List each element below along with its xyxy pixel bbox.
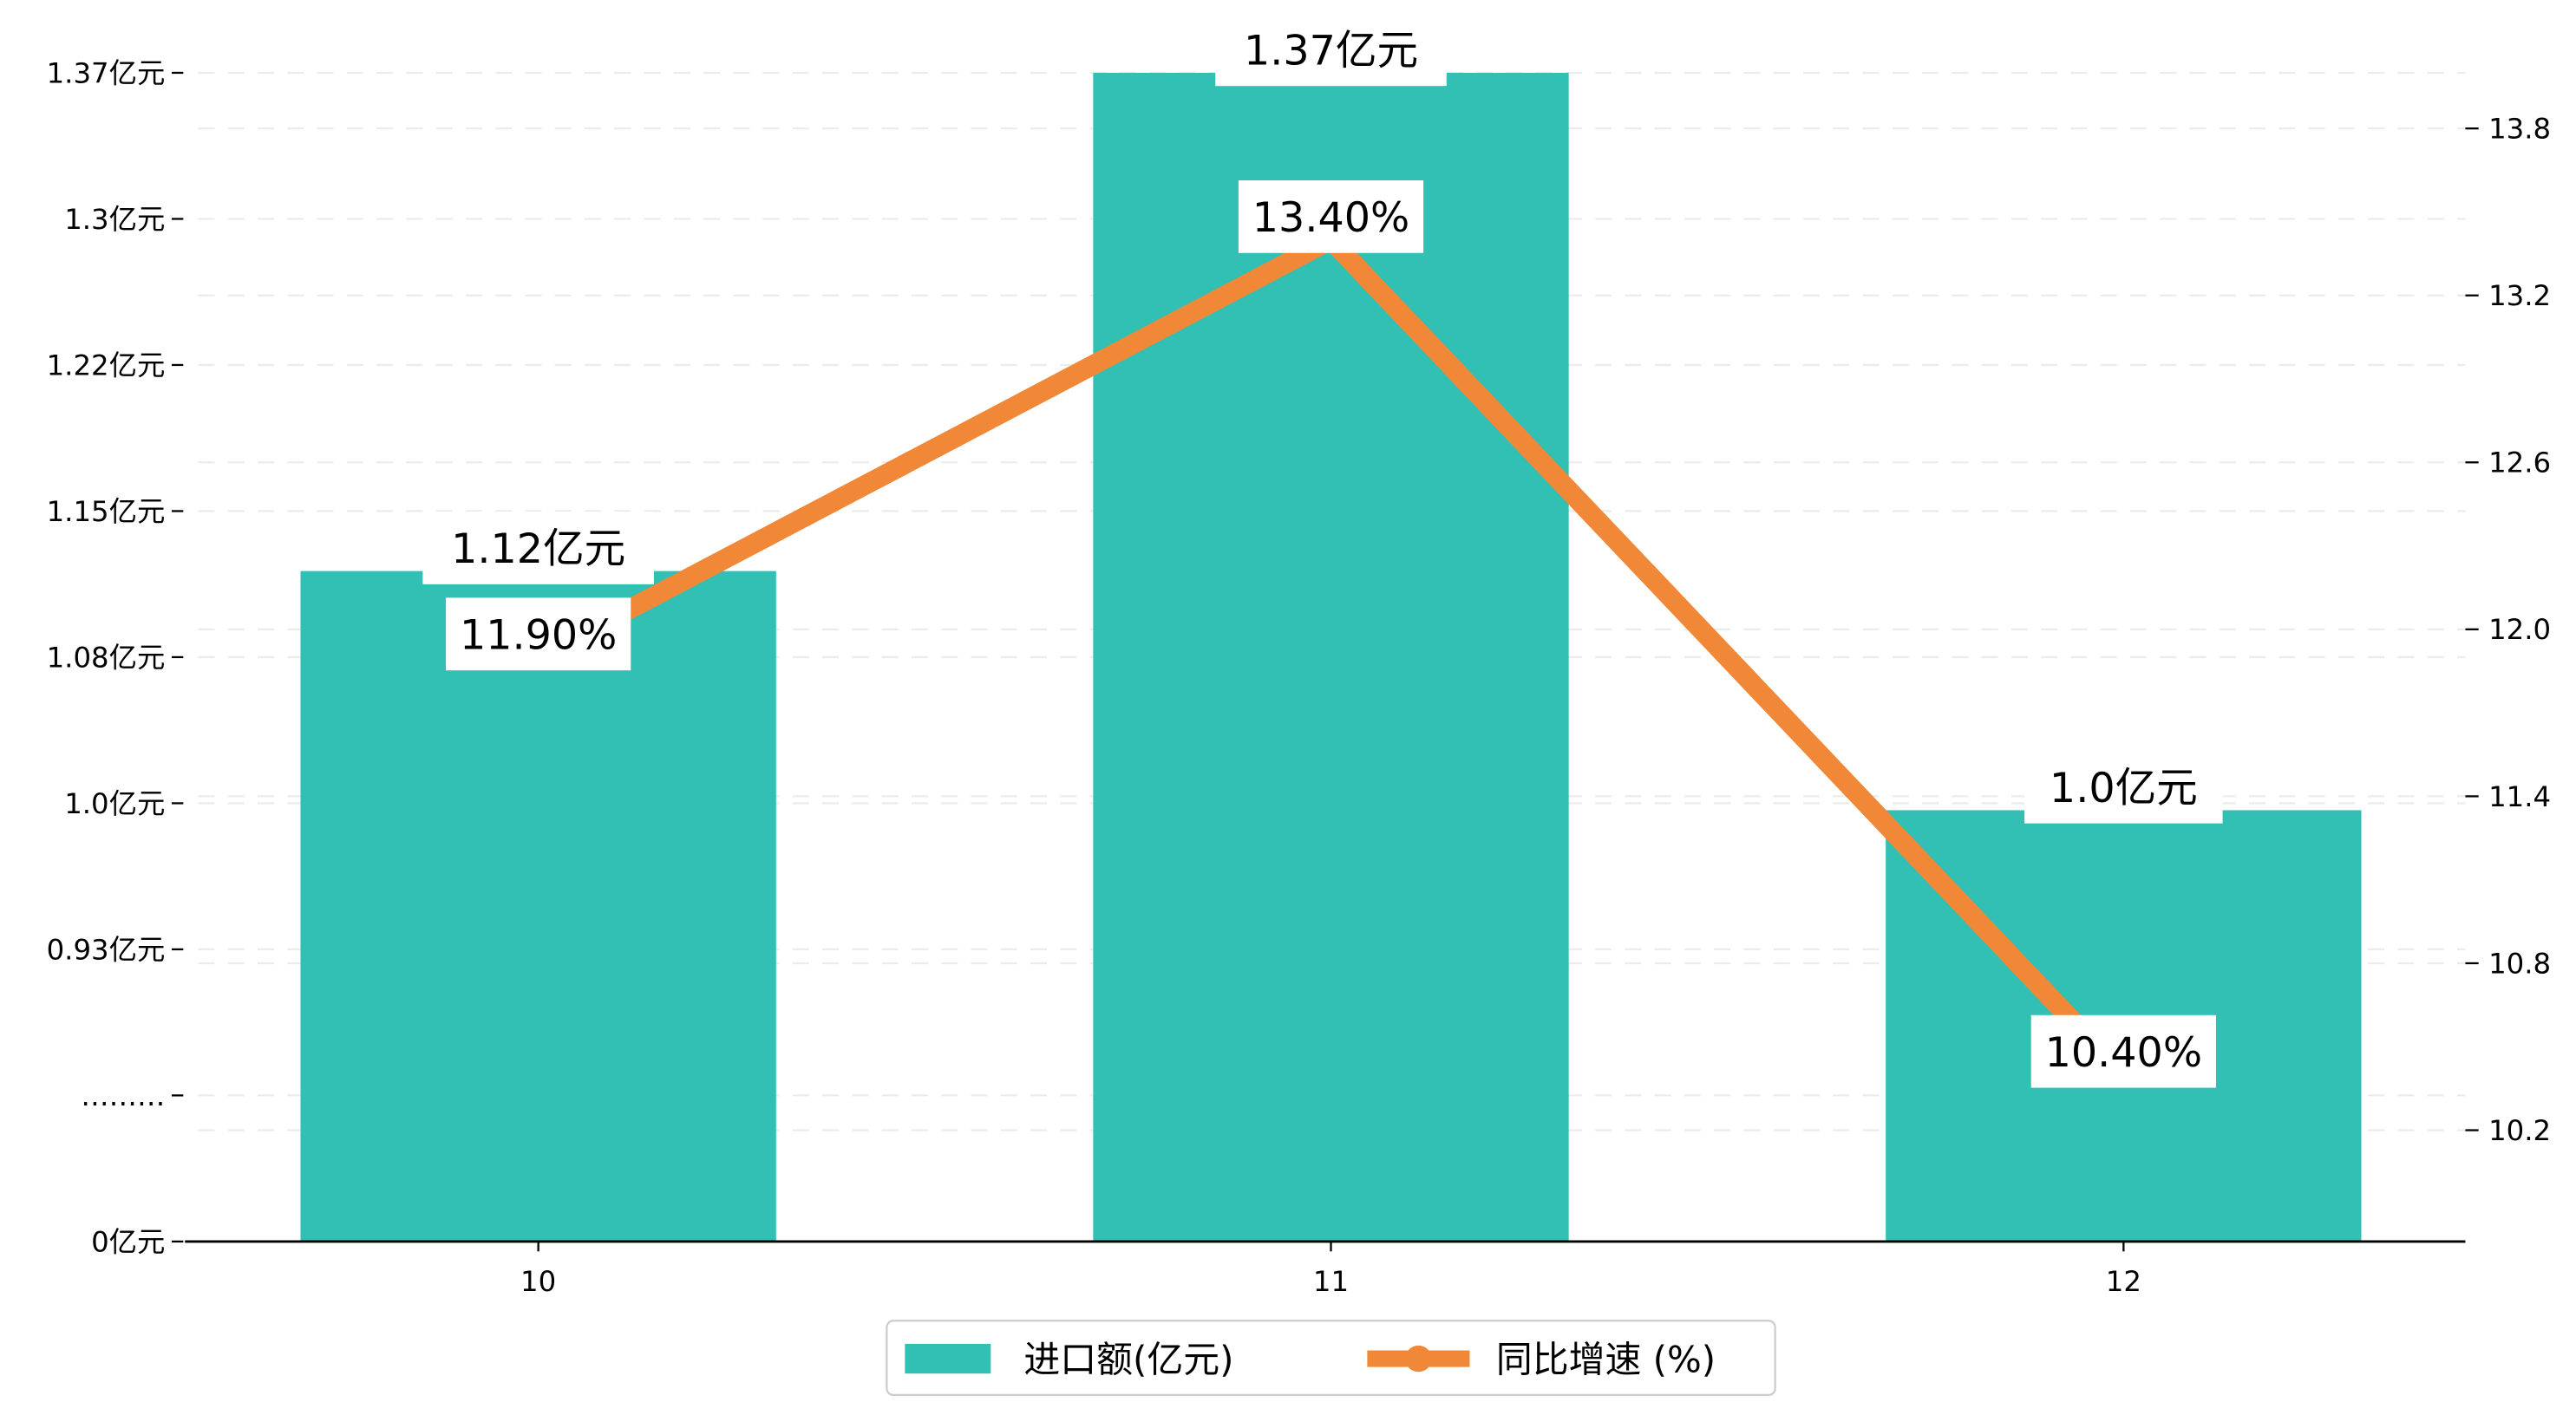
bar-value-label: 1.0亿元	[2050, 765, 2198, 812]
left-tick-label: 1.0亿元	[64, 787, 165, 820]
bar-value-label: 1.12亿元	[451, 525, 625, 573]
right-tick-label: 12.0	[2488, 613, 2551, 646]
left-tick-label: 1.37亿元	[47, 56, 166, 89]
left-tick-label: 0.93亿元	[47, 933, 166, 966]
legend-line-marker	[1405, 1345, 1432, 1373]
right-tick-label: 10.2	[2488, 1114, 2551, 1147]
bar-value-label-box	[1215, 13, 1447, 87]
line-value-label-box	[1238, 179, 1424, 253]
left-tick-label: ………	[81, 1079, 165, 1112]
right-tick-label: 10.8	[2488, 947, 2551, 980]
bar	[300, 571, 776, 1242]
legend-label-bar: 进口额(亿元)	[1023, 1338, 1233, 1380]
bar-value-label-box	[2024, 750, 2223, 824]
line-value-label: 13.40%	[1252, 194, 1409, 242]
left-tick-label: 1.3亿元	[64, 203, 165, 236]
data-labels: 1.12亿元 1.37亿元 1.0亿元 11.90% 13.40% 10.40%	[422, 13, 2223, 1088]
line-value-label: 10.40%	[2045, 1029, 2202, 1077]
right-tick-label: 12.6	[2488, 447, 2551, 479]
legend-box	[886, 1320, 1776, 1397]
bar	[1093, 72, 1569, 1242]
axes: 1.37亿元 1.3亿元 1.22亿元 1.15亿元 1.08亿元 1.0亿元 0.93亿元…	[47, 56, 2552, 1298]
line-value-label: 11.90%	[460, 611, 617, 659]
left-tick-label: 0亿元	[91, 1225, 165, 1258]
right-tick-label: 13.2	[2488, 279, 2551, 312]
x-tick-label: 10	[520, 1265, 556, 1298]
left-tick-label: 1.22亿元	[47, 349, 166, 381]
legend-label-line: 同比增速 (%)	[1496, 1338, 1716, 1380]
line-value-label-box	[446, 597, 631, 671]
right-tick-label: 13.8	[2488, 113, 2551, 146]
legend: 进口额(亿元) 同比增速 (%)	[886, 1320, 1776, 1397]
right-tick-label: 11.4	[2488, 780, 2551, 813]
x-tick-label: 11	[1313, 1265, 1349, 1298]
left-tick-label: 1.08亿元	[47, 641, 166, 674]
left-tick-label: 1.15亿元	[47, 495, 166, 528]
bar-value-label-box	[422, 512, 654, 584]
line-value-label-box	[2030, 1014, 2216, 1088]
x-tick-label: 12	[2106, 1265, 2141, 1298]
legend-bar-swatch	[905, 1343, 991, 1374]
bar-value-label: 1.37亿元	[1244, 27, 1418, 75]
